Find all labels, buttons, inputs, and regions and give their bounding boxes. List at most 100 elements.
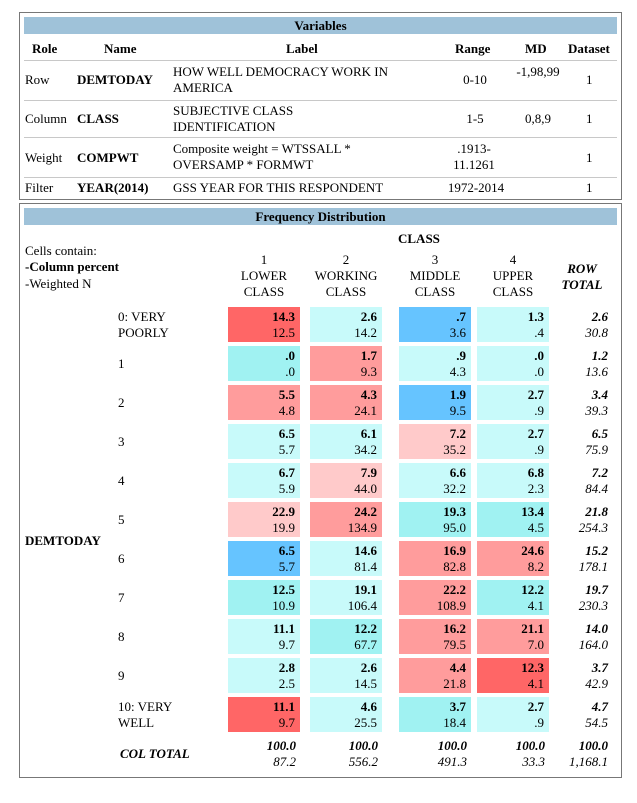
weighted-n: 14.5 [354, 676, 377, 691]
header-range: Range [455, 41, 491, 56]
table-cell: 7.2 35.2 [399, 424, 471, 459]
row-label: 9 [118, 668, 125, 683]
table-cell: 4.6 25.5 [310, 697, 382, 732]
weighted-n: 24.1 [354, 403, 377, 418]
column-percent: 11.1 [272, 621, 295, 636]
table-cell: .0.0 [228, 346, 300, 381]
var-dataset: 1 [586, 111, 593, 126]
weighted-n: 5.7 [278, 442, 295, 457]
column-percent: 2.6 [360, 309, 377, 324]
row-total: 2.6 30.8 [585, 309, 608, 340]
column-percent: 12.3 [521, 660, 544, 675]
row-label: 10: VERY WELL [118, 699, 173, 730]
col-total: 100.0 87.2 [266, 738, 296, 769]
table-cell: 1.7 9.3 [310, 346, 382, 381]
row-total: 6.5 75.9 [585, 426, 608, 457]
column-percent: 4.4 [449, 660, 466, 675]
column-percent: 4.3 [360, 387, 377, 402]
var-role: Row [25, 72, 50, 87]
row-total: 14.0 164.0 [578, 621, 608, 652]
column-percent: 13.4 [521, 504, 544, 519]
var-label: SUBJECTIVE CLASS IDENTIFICATION [173, 103, 294, 134]
table-cell: 4.4 21.8 [399, 658, 471, 693]
table-cell: 12.2 4.1 [477, 580, 549, 615]
column-percent: 14.3 [272, 309, 295, 324]
var-range: .1913-11.1261 [453, 141, 495, 172]
weighted-n: 9.7 [278, 637, 295, 652]
column-percent: 6.1 [360, 426, 377, 441]
column-percent: 12.2 [354, 621, 377, 636]
column-percent: 2.7 [527, 387, 544, 402]
column-percent: 22.9 [272, 504, 295, 519]
table-cell: 2.6 14.2 [310, 307, 382, 342]
weighted-n: 10.9 [272, 598, 295, 613]
var-name: YEAR(2014) [77, 180, 149, 195]
column-percent: 6.6 [449, 465, 466, 480]
column-percent: 12.5 [272, 582, 295, 597]
var-dataset: 1 [586, 180, 593, 195]
row-total: 19.7 230.3 [578, 582, 608, 613]
var-label: GSS YEAR FOR THIS RESPONDENT [173, 180, 384, 195]
row-total: 15.2 178.1 [578, 543, 608, 574]
column-percent: 2.7 [527, 426, 544, 441]
divider [24, 177, 617, 178]
weighted-n: 67.7 [354, 637, 377, 652]
weighted-n: 4.1 [527, 598, 544, 613]
weighted-n: 21.8 [443, 676, 466, 691]
var-md: -1,98,99 [516, 64, 560, 79]
row-label: 2 [118, 395, 125, 410]
var-range: 0-10 [463, 72, 487, 87]
row-total: 1.2 13.6 [585, 348, 608, 379]
weighted-n: 25.5 [354, 715, 377, 730]
weighted-n: 14.2 [354, 325, 377, 340]
row-variable-name: DEMTODAY [25, 533, 101, 548]
weighted-n: 2.5 [278, 676, 295, 691]
table-cell: .9 4.3 [399, 346, 471, 381]
column-percent: 1.3 [527, 309, 544, 324]
table-cell: 2.6 14.5 [310, 658, 382, 693]
column-percent: 24.6 [521, 543, 544, 558]
table-cell: 24.2 134.9 [310, 502, 382, 537]
table-cell: 1.9 9.5 [399, 385, 471, 420]
weighted-n: 18.4 [443, 715, 466, 730]
divider [24, 137, 617, 138]
weighted-n: 8.2 [527, 559, 544, 574]
var-role: Filter [25, 180, 54, 195]
column-percent: 14.6 [354, 543, 377, 558]
column-percent: 21.1 [521, 621, 544, 636]
table-cell: 24.6 8.2 [477, 541, 549, 576]
var-role: Weight [25, 150, 63, 165]
weighted-n: 79.5 [443, 637, 466, 652]
weighted-n: .9 [534, 715, 544, 730]
header-role: Role [32, 41, 58, 56]
var-role: Column [25, 111, 67, 126]
column-percent: 6.8 [527, 465, 544, 480]
column-percent: 19.3 [443, 504, 466, 519]
weighted-n: 9.7 [278, 715, 295, 730]
column-header-1: 1 LOWER CLASS [240, 252, 288, 299]
table-cell: 12.2 67.7 [310, 619, 382, 654]
table-cell: 3.7 18.4 [399, 697, 471, 732]
weighted-n: 35.2 [443, 442, 466, 457]
weighted-n: 9.3 [360, 364, 377, 379]
column-percent: 6.7 [278, 465, 295, 480]
weighted-n: 2.3 [527, 481, 544, 496]
table-cell: 14.6 81.4 [310, 541, 382, 576]
table-cell: 19.3 95.0 [399, 502, 471, 537]
table-cell: 11.1 9.7 [228, 619, 300, 654]
column-percent: .0 [285, 348, 295, 363]
table-cell: 6.1 34.2 [310, 424, 382, 459]
column-percent: 12.2 [521, 582, 544, 597]
weighted-n: 4.8 [278, 403, 295, 418]
weighted-n: 32.2 [443, 481, 466, 496]
col-total: 100.0 556.2 [348, 738, 378, 769]
column-percent-label: -Column percent [25, 259, 120, 274]
var-name: COMPWT [77, 150, 139, 165]
weighted-n: 44.0 [354, 481, 377, 496]
table-cell: 6.5 5.7 [228, 541, 300, 576]
table-cell: 5.5 4.8 [228, 385, 300, 420]
header-label: Label [286, 41, 318, 56]
row-total: 4.7 54.5 [585, 699, 608, 730]
weighted-n: 5.9 [278, 481, 295, 496]
weighted-n: 7.0 [527, 637, 544, 652]
